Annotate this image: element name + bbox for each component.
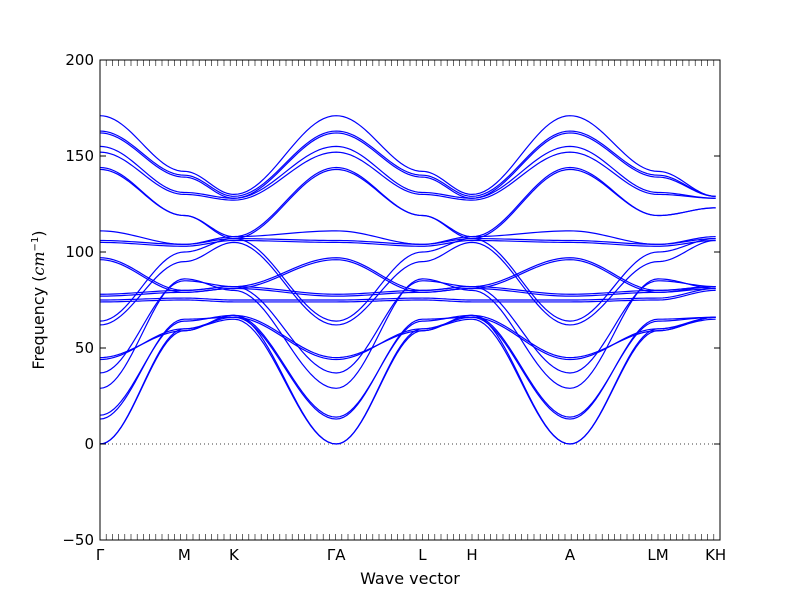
- band-line: [99, 230, 716, 245]
- y-tick-label: 0: [84, 435, 94, 453]
- y-tick-label: 100: [65, 243, 94, 261]
- band-line: [99, 239, 716, 247]
- band-line: [99, 287, 716, 301]
- y-tick-label: 150: [65, 147, 94, 165]
- y-axis-unit: cm: [29, 251, 48, 275]
- band-line: [99, 280, 716, 374]
- x-tick-label: M: [178, 546, 191, 564]
- band-line: [99, 257, 716, 292]
- band-line: [99, 239, 716, 326]
- x-tick-label: K: [229, 546, 240, 564]
- band-line: [99, 115, 716, 197]
- band-line: [99, 132, 716, 199]
- band-line: [99, 289, 716, 303]
- band-line: [99, 259, 716, 293]
- band-line: [99, 314, 716, 418]
- x-tick-label: L: [418, 546, 427, 564]
- band-line: [99, 130, 716, 197]
- x-axis-label: Wave vector: [360, 569, 460, 588]
- y-axis-close: ): [29, 230, 48, 236]
- y-tick-label: 200: [65, 51, 94, 69]
- y-axis-label: Frequency (cm−1): [29, 230, 48, 369]
- x-tick-label: ΓA: [327, 546, 346, 564]
- band-line: [99, 314, 716, 359]
- y-tick-label: −50: [62, 531, 94, 549]
- x-tick-label: H: [466, 546, 477, 564]
- plot-area: [99, 115, 720, 445]
- band-line: [99, 316, 716, 361]
- band-line: [99, 237, 716, 322]
- x-tick-label: A: [565, 546, 576, 564]
- x-tick-label: LM: [647, 546, 668, 564]
- x-tick-label: Γ: [96, 546, 105, 564]
- band-line: [99, 151, 716, 201]
- axes: −50 0 50 100 150 200 Γ M K ΓA L H A LM KH: [62, 51, 726, 564]
- y-tick-label: 50: [75, 339, 94, 357]
- x-tick-label: KH: [705, 546, 726, 564]
- band-line: [99, 145, 716, 199]
- y-axis-exponent: −1: [30, 237, 41, 252]
- band-line: [99, 166, 716, 238]
